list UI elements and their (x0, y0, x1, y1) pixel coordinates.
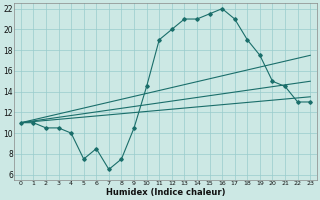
X-axis label: Humidex (Indice chaleur): Humidex (Indice chaleur) (106, 188, 225, 197)
